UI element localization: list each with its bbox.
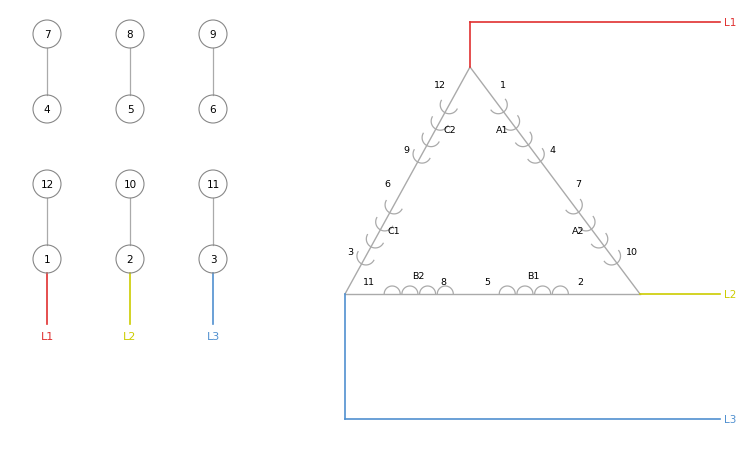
Text: 2: 2 [127, 254, 133, 264]
Text: 7: 7 [43, 30, 50, 40]
Text: 10: 10 [124, 179, 136, 189]
Text: C2: C2 [443, 126, 456, 135]
Text: 2: 2 [577, 277, 583, 286]
Text: B1: B1 [527, 272, 540, 281]
Text: 7: 7 [575, 180, 581, 189]
Text: 12: 12 [40, 179, 54, 189]
Text: L2: L2 [124, 331, 136, 341]
Text: 11: 11 [363, 277, 375, 286]
Text: 9: 9 [210, 30, 216, 40]
Text: 5: 5 [485, 277, 491, 286]
Text: A2: A2 [572, 226, 584, 235]
Text: 1: 1 [500, 80, 506, 89]
Text: L1: L1 [724, 18, 736, 28]
Text: L1: L1 [40, 331, 54, 341]
Text: 3: 3 [347, 248, 354, 257]
Text: C1: C1 [388, 226, 401, 235]
Text: 1: 1 [43, 254, 50, 264]
Text: 6: 6 [210, 105, 216, 115]
Text: 9: 9 [404, 146, 410, 155]
Text: 12: 12 [434, 80, 446, 89]
Text: L3: L3 [724, 414, 736, 424]
Text: 4: 4 [550, 146, 556, 155]
Text: 5: 5 [127, 105, 133, 115]
Text: A1: A1 [497, 126, 509, 135]
Text: 3: 3 [210, 254, 216, 264]
Text: 11: 11 [207, 179, 219, 189]
Text: 4: 4 [43, 105, 50, 115]
Text: L2: L2 [724, 290, 736, 299]
Text: L3: L3 [207, 331, 219, 341]
Text: 8: 8 [440, 277, 446, 286]
Text: B2: B2 [413, 272, 425, 281]
Text: 8: 8 [127, 30, 133, 40]
Text: 6: 6 [385, 180, 391, 189]
Text: 10: 10 [626, 248, 638, 257]
